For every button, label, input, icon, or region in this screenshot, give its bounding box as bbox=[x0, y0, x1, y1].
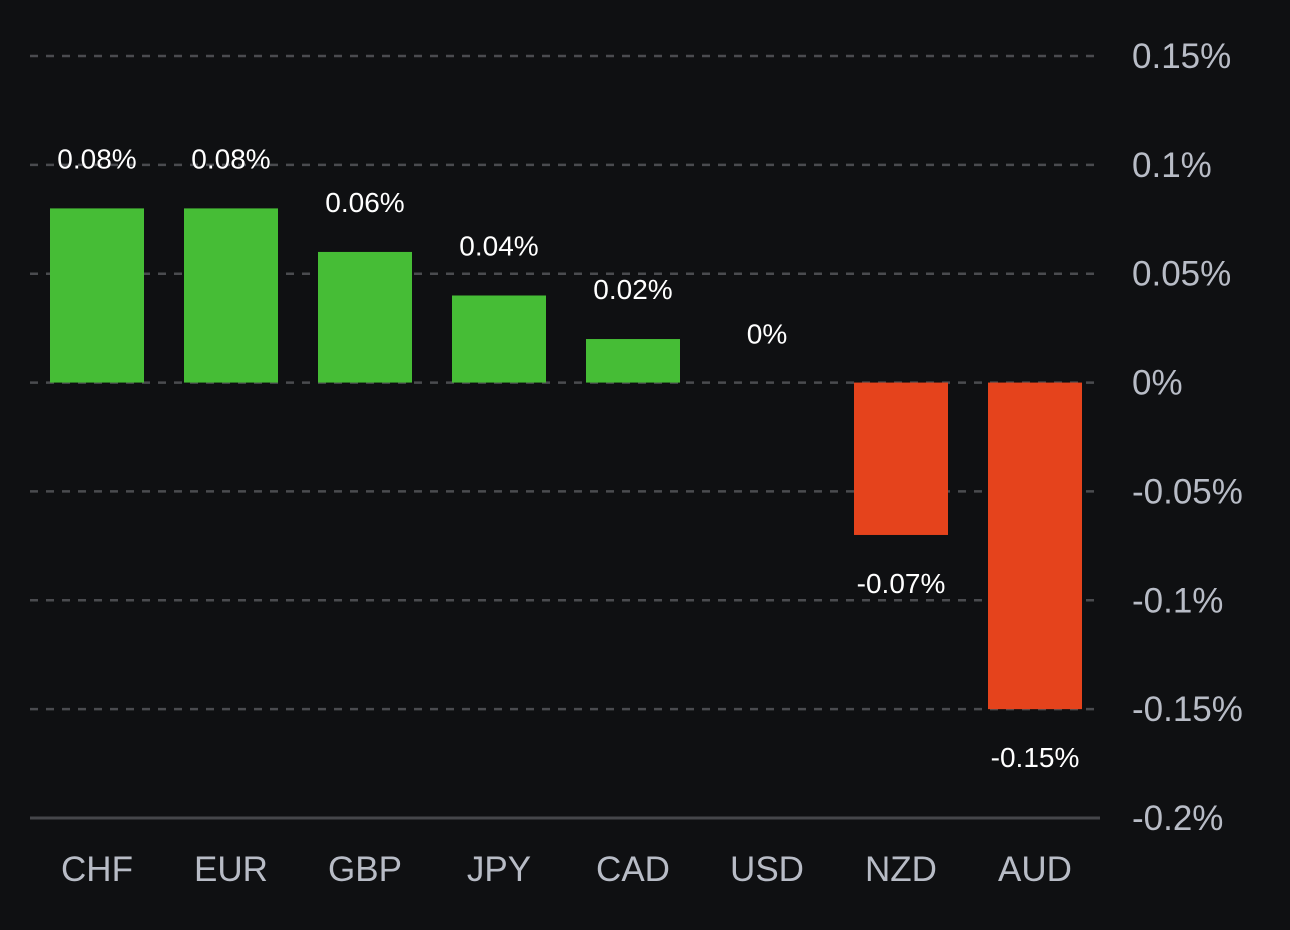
bar-nzd[interactable] bbox=[854, 382, 948, 535]
y-tick-label: 0.1% bbox=[1132, 146, 1212, 185]
bar-gbp[interactable] bbox=[318, 251, 412, 383]
y-tick-label: 0.15% bbox=[1132, 37, 1231, 76]
data-label: -0.07% bbox=[857, 568, 946, 599]
data-label: 0.06% bbox=[325, 187, 404, 218]
y-tick-label: -0.2% bbox=[1132, 799, 1223, 838]
x-tick-label: AUD bbox=[998, 850, 1072, 889]
bar-chf[interactable] bbox=[50, 208, 144, 383]
bar-layer bbox=[50, 208, 1082, 710]
x-tick-label: EUR bbox=[194, 850, 268, 889]
x-tick-label: JPY bbox=[467, 850, 531, 889]
data-label: 0.04% bbox=[459, 230, 538, 261]
x-tick-label: CHF bbox=[61, 850, 133, 889]
bar-jpy[interactable] bbox=[452, 295, 546, 383]
y-tick-label: -0.05% bbox=[1132, 472, 1243, 511]
data-label: -0.15% bbox=[991, 742, 1080, 773]
data-label: 0.02% bbox=[593, 274, 672, 305]
data-label: 0.08% bbox=[191, 143, 270, 174]
grid-layer bbox=[30, 54, 1100, 820]
x-tick-label: CAD bbox=[596, 850, 670, 889]
data-label: 0.08% bbox=[57, 143, 136, 174]
y-tick-label: 0% bbox=[1132, 364, 1183, 403]
x-tick-label: USD bbox=[730, 850, 804, 889]
y-tick-label: -0.15% bbox=[1132, 690, 1243, 729]
y-axis: 0.15% 0.1% 0.05% 0% -0.05% -0.1% -0.15% -0.2% bbox=[1132, 37, 1243, 838]
bar-aud[interactable] bbox=[988, 382, 1082, 710]
x-axis: CHF EUR GBP JPY CAD USD NZD AUD bbox=[61, 850, 1072, 889]
y-tick-label: -0.1% bbox=[1132, 581, 1223, 620]
x-tick-label: NZD bbox=[865, 850, 937, 889]
data-label: 0% bbox=[747, 319, 787, 350]
bar-eur[interactable] bbox=[184, 208, 278, 383]
x-tick-label: GBP bbox=[328, 850, 402, 889]
label-layer: 0.08% 0.08% 0.06% 0.04% 0.02% 0% -0.07% -0.15% bbox=[57, 143, 1079, 773]
y-tick-label: 0.05% bbox=[1132, 255, 1231, 294]
bar-cad[interactable] bbox=[586, 339, 680, 383]
